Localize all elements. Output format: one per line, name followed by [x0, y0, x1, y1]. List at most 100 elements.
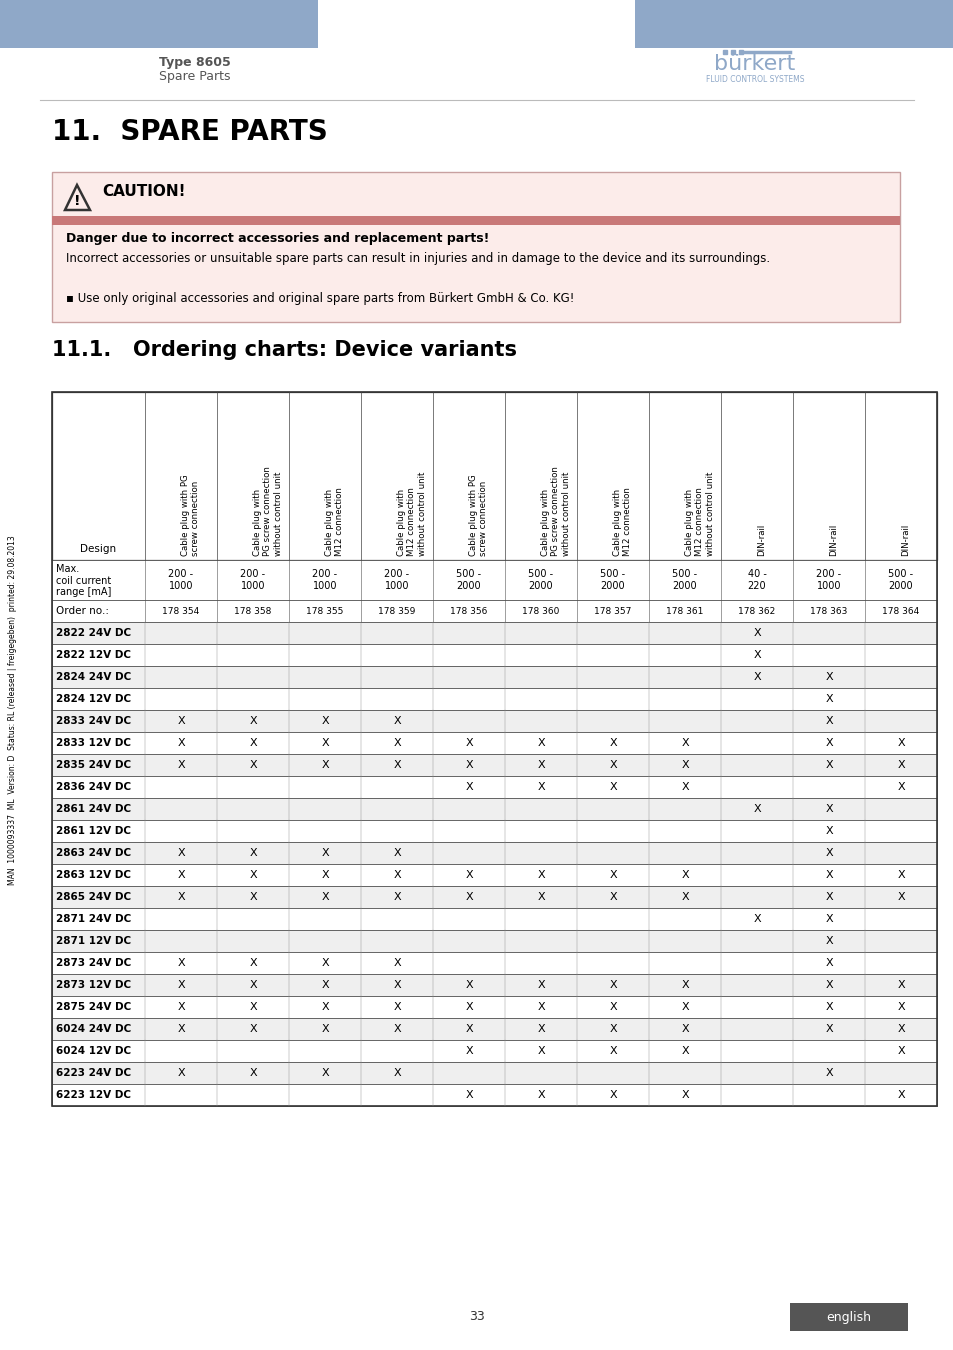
- Text: X: X: [393, 958, 400, 968]
- Text: Order no.:: Order no.:: [56, 606, 109, 616]
- Text: X: X: [609, 1002, 617, 1012]
- Bar: [52, 216, 899, 225]
- Text: X: X: [177, 848, 185, 859]
- Bar: [52, 798, 936, 819]
- Text: X: X: [177, 980, 185, 990]
- Text: X: X: [465, 980, 473, 990]
- Text: 2875 24V DC: 2875 24V DC: [56, 1002, 132, 1012]
- Text: X: X: [824, 1002, 832, 1012]
- Text: X: X: [321, 1025, 329, 1034]
- Text: X: X: [753, 628, 760, 639]
- Text: X: X: [393, 869, 400, 880]
- Text: 2822 24V DC: 2822 24V DC: [56, 628, 131, 639]
- Bar: [52, 1084, 936, 1106]
- Text: 6223 24V DC: 6223 24V DC: [56, 1068, 131, 1079]
- Text: X: X: [680, 1089, 688, 1100]
- Text: X: X: [896, 1089, 903, 1100]
- Text: 500 -
2000: 500 - 2000: [456, 570, 481, 591]
- Text: X: X: [824, 848, 832, 859]
- Text: X: X: [393, 716, 400, 726]
- Bar: [317, 0, 635, 49]
- Text: X: X: [680, 892, 688, 902]
- Text: X: X: [249, 869, 256, 880]
- Text: X: X: [393, 738, 400, 748]
- Text: 2835 24V DC: 2835 24V DC: [56, 760, 131, 770]
- Text: X: X: [465, 892, 473, 902]
- Bar: [52, 622, 936, 644]
- Text: X: X: [537, 1046, 544, 1056]
- Bar: [52, 930, 936, 952]
- Text: Cable plug with
M12 connection: Cable plug with M12 connection: [613, 487, 632, 556]
- Text: X: X: [896, 782, 903, 792]
- Text: 2871 24V DC: 2871 24V DC: [56, 914, 132, 923]
- Text: X: X: [321, 958, 329, 968]
- Text: 2861 24V DC: 2861 24V DC: [56, 805, 131, 814]
- Text: X: X: [680, 738, 688, 748]
- Bar: [52, 996, 936, 1018]
- Text: X: X: [537, 892, 544, 902]
- Text: X: X: [177, 892, 185, 902]
- Text: 178 361: 178 361: [665, 606, 703, 616]
- Text: X: X: [321, 738, 329, 748]
- Text: X: X: [177, 958, 185, 968]
- Text: X: X: [465, 782, 473, 792]
- Bar: [52, 886, 936, 909]
- Text: 2865 24V DC: 2865 24V DC: [56, 892, 131, 902]
- Text: X: X: [393, 1025, 400, 1034]
- Text: X: X: [896, 1025, 903, 1034]
- Text: X: X: [321, 848, 329, 859]
- Text: 178 354: 178 354: [162, 606, 199, 616]
- Text: X: X: [824, 760, 832, 770]
- Text: X: X: [177, 1002, 185, 1012]
- Text: X: X: [321, 716, 329, 726]
- Text: 11.1.   Ordering charts: Device variants: 11.1. Ordering charts: Device variants: [52, 340, 517, 360]
- Text: DIN-rail: DIN-rail: [828, 524, 837, 556]
- Text: Max.
coil current
range [mA]: Max. coil current range [mA]: [56, 564, 112, 597]
- Text: 2863 24V DC: 2863 24V DC: [56, 848, 131, 859]
- Text: X: X: [609, 760, 617, 770]
- Text: X: X: [896, 869, 903, 880]
- Text: 33: 33: [469, 1310, 484, 1323]
- Bar: [52, 732, 936, 755]
- Text: X: X: [537, 760, 544, 770]
- Text: Incorrect accessories or unsuitable spare parts can result in injuries and in da: Incorrect accessories or unsuitable spar…: [66, 252, 769, 265]
- Text: 2824 12V DC: 2824 12V DC: [56, 694, 131, 703]
- Text: 200 -
1000: 200 - 1000: [240, 570, 265, 591]
- Text: X: X: [177, 1068, 185, 1079]
- Text: 200 -
1000: 200 - 1000: [313, 570, 337, 591]
- Text: 500 -
2000: 500 - 2000: [599, 570, 625, 591]
- Text: 2836 24V DC: 2836 24V DC: [56, 782, 131, 792]
- Text: 178 358: 178 358: [234, 606, 272, 616]
- Text: X: X: [753, 805, 760, 814]
- Text: ▪ Use only original accessories and original spare parts from Bürkert GmbH & Co.: ▪ Use only original accessories and orig…: [66, 292, 574, 305]
- Text: 11.  SPARE PARTS: 11. SPARE PARTS: [52, 117, 328, 146]
- Text: X: X: [824, 805, 832, 814]
- Text: CAUTION!: CAUTION!: [102, 184, 185, 198]
- Text: 2873 24V DC: 2873 24V DC: [56, 958, 132, 968]
- Text: X: X: [249, 848, 256, 859]
- Text: 2822 12V DC: 2822 12V DC: [56, 649, 131, 660]
- Text: X: X: [680, 1025, 688, 1034]
- Text: X: X: [824, 1068, 832, 1079]
- Text: X: X: [680, 782, 688, 792]
- Text: Cable plug with
M12 connection: Cable plug with M12 connection: [325, 487, 344, 556]
- Text: X: X: [393, 1002, 400, 1012]
- Text: X: X: [609, 869, 617, 880]
- Text: X: X: [896, 760, 903, 770]
- Text: bürkert: bürkert: [714, 54, 795, 74]
- Text: X: X: [896, 1002, 903, 1012]
- Text: X: X: [321, 1068, 329, 1079]
- Text: X: X: [465, 1025, 473, 1034]
- Bar: [52, 392, 936, 1106]
- Text: Type 8605: Type 8605: [159, 55, 231, 69]
- Bar: [52, 688, 936, 710]
- Bar: [52, 171, 899, 323]
- Bar: [52, 755, 936, 776]
- Bar: [52, 666, 936, 688]
- Text: X: X: [824, 980, 832, 990]
- Text: !: !: [73, 194, 80, 208]
- Text: X: X: [537, 869, 544, 880]
- Text: 6024 12V DC: 6024 12V DC: [56, 1046, 131, 1056]
- Text: X: X: [824, 694, 832, 703]
- Text: X: X: [824, 672, 832, 682]
